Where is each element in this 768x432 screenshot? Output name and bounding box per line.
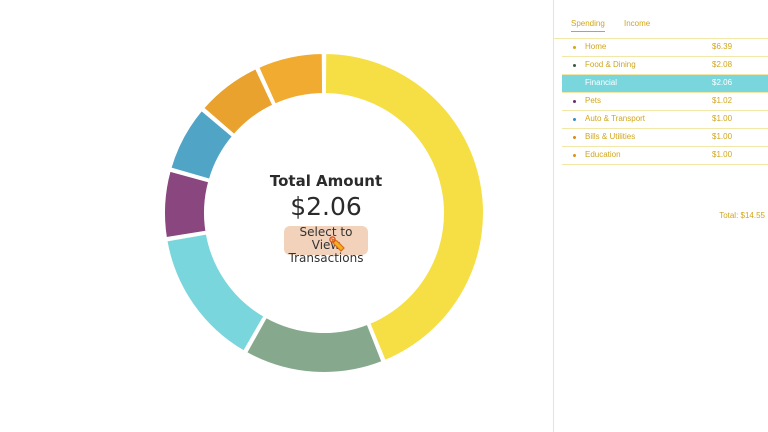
category-dot-icon [573, 64, 576, 67]
chart-area: Total Amount $2.06 Select to View Transa… [163, 51, 485, 374]
category-dot-icon [573, 136, 576, 139]
category-name: Auto & Transport [585, 114, 646, 123]
category-row-pets[interactable]: Pets $1.02 [562, 93, 768, 111]
spending-donut-chart [163, 51, 485, 374]
category-name: Pets [585, 96, 602, 105]
category-amount: $2.08 [712, 60, 733, 69]
category-amount: $2.06 [712, 78, 733, 87]
category-dot-icon [573, 154, 576, 157]
hand-pointer-icon [329, 236, 345, 252]
category-name: Food & Dining [585, 60, 636, 69]
category-row-education[interactable]: Education $1.00 [562, 147, 768, 165]
category-amount: $1.00 [712, 132, 733, 141]
donut-slice-bills-utilities[interactable] [201, 66, 275, 137]
donut-slice-pets[interactable] [163, 169, 211, 240]
category-name: Home [585, 42, 607, 51]
category-dot-icon [573, 118, 576, 121]
donut-slice-financial[interactable] [165, 232, 266, 353]
donut-slice-auto-transport[interactable] [169, 108, 235, 181]
view-transactions-label-2: Transactions [288, 251, 364, 265]
category-name: Bills & Utilities [585, 132, 636, 141]
view-transactions-label-1: Select to View [299, 225, 353, 252]
category-name: Financial [585, 78, 618, 87]
view-transactions-button[interactable]: Select to View Transactions [284, 225, 368, 265]
category-row-food-dining[interactable]: Food & Dining $2.08 [562, 57, 768, 75]
donut-slice-home[interactable] [323, 51, 485, 363]
tab-spending[interactable]: Spending [571, 19, 605, 32]
donut-slice-food-dining[interactable] [244, 315, 384, 374]
category-amount: $1.00 [712, 150, 733, 159]
tab-divider [554, 38, 768, 39]
category-row-financial[interactable]: Financial $2.06 [562, 75, 768, 93]
category-dot-icon [573, 82, 576, 85]
spending-total: Total: $14.55 [719, 211, 765, 220]
donut-slice-education[interactable] [256, 51, 325, 106]
category-amount: $1.00 [712, 114, 733, 123]
category-row-bills-utilities[interactable]: Bills & Utilities $1.00 [562, 129, 768, 147]
category-amount: $1.02 [712, 96, 733, 105]
category-amount: $6.39 [712, 42, 733, 51]
category-dot-icon [573, 46, 576, 49]
tab-income[interactable]: Income [624, 19, 651, 28]
total-amount-title: Total Amount [269, 172, 383, 190]
category-row-home[interactable]: Home $6.39 [562, 39, 768, 57]
category-list: Home $6.39 Food & Dining $2.08 Financial… [562, 39, 768, 220]
category-dot-icon [573, 100, 576, 103]
category-sidebar: Spending Income Home $6.39 Food & Dining… [553, 0, 768, 432]
total-amount-value: $2.06 [290, 192, 362, 221]
category-row-auto-transport[interactable]: Auto & Transport $1.00 [562, 111, 768, 129]
category-name: Education [585, 150, 621, 159]
